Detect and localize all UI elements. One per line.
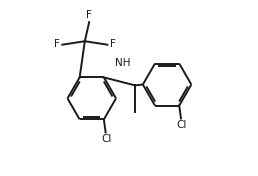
Text: Cl: Cl [177,120,187,130]
Text: NH: NH [115,58,130,68]
Text: F: F [110,39,116,49]
Text: F: F [86,10,92,20]
Text: F: F [54,39,60,49]
Text: Cl: Cl [101,134,112,144]
